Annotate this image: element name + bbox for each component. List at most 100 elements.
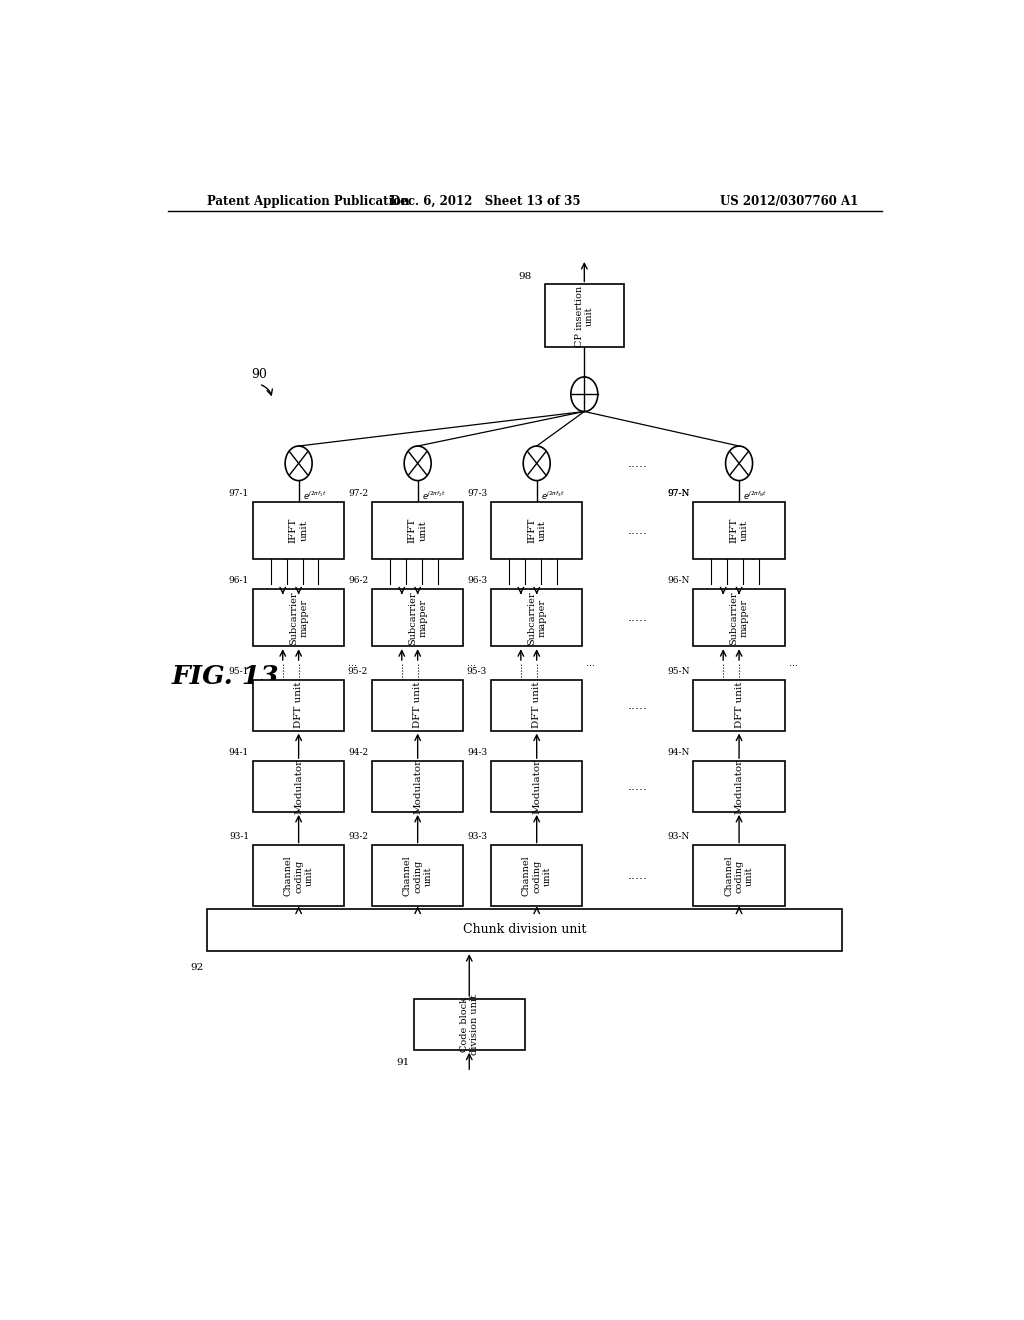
Text: 0: 0 [539, 590, 543, 598]
Text: .....: ..... [628, 870, 648, 883]
Text: $e^{j2\pi f_1 t}$: $e^{j2\pi f_1 t}$ [303, 490, 327, 502]
Text: 96-2: 96-2 [348, 577, 368, 585]
Text: 96-1: 96-1 [228, 577, 249, 585]
Text: Patent Application Publication: Patent Application Publication [207, 194, 410, 207]
Text: 0: 0 [403, 590, 408, 598]
Text: 0: 0 [300, 590, 305, 598]
Text: IFFT
unit: IFFT unit [527, 517, 547, 543]
Text: 96-3: 96-3 [467, 577, 487, 585]
Bar [372, 680, 463, 731]
Text: 95-1: 95-1 [228, 667, 249, 676]
Bar [414, 999, 524, 1049]
Text: 94-2: 94-2 [348, 748, 368, 758]
Text: .....: ..... [628, 698, 648, 711]
Text: 0: 0 [388, 590, 392, 598]
Bar [253, 502, 344, 558]
Text: .....: ..... [628, 524, 648, 537]
Text: Channel
coding
unit: Channel coding unit [402, 855, 432, 896]
Text: 94-1: 94-1 [228, 748, 249, 758]
Text: Code block
division unit: Code block division unit [460, 994, 479, 1055]
Text: DFT unit: DFT unit [294, 682, 303, 729]
Text: IFFT
unit: IFFT unit [729, 517, 749, 543]
Bar [372, 846, 463, 907]
Text: Channel
coding
unit: Channel coding unit [724, 855, 754, 896]
Text: 0: 0 [740, 590, 745, 598]
Text: 94-N: 94-N [667, 748, 689, 758]
Text: 0: 0 [285, 590, 289, 598]
Text: 97-N: 97-N [667, 488, 689, 498]
Text: 90: 90 [251, 368, 267, 381]
Bar [693, 846, 784, 907]
Text: .....: ..... [628, 457, 648, 470]
Bar [253, 680, 344, 731]
Text: DFT unit: DFT unit [413, 682, 422, 729]
Bar [253, 762, 344, 812]
Bar [693, 680, 784, 731]
Bar [492, 846, 583, 907]
Text: $e^{j2\pi f_2 t}$: $e^{j2\pi f_2 t}$ [422, 490, 445, 502]
Text: Subcarrier
mapper: Subcarrier mapper [729, 591, 749, 644]
Bar [492, 589, 583, 647]
Text: Modulator: Modulator [413, 759, 422, 814]
Text: Channel
coding
unit: Channel coding unit [522, 855, 552, 896]
Text: Subcarrier
mapper: Subcarrier mapper [527, 591, 547, 644]
Bar [693, 762, 784, 812]
Bar [492, 680, 583, 731]
Text: Modulator: Modulator [532, 759, 542, 814]
Text: DFT unit: DFT unit [532, 682, 542, 729]
Text: IFFT
unit: IFFT unit [289, 517, 308, 543]
Text: ...: ... [348, 659, 357, 668]
Text: DFT unit: DFT unit [734, 682, 743, 729]
Text: Chunk division unit: Chunk division unit [463, 924, 587, 936]
Text: ...: ... [788, 659, 798, 668]
Bar [492, 762, 583, 812]
Text: $e^{j2\pi f_N t}$: $e^{j2\pi f_N t}$ [743, 490, 767, 502]
Bar [545, 284, 624, 347]
Text: ...: ... [467, 659, 476, 668]
Text: 0: 0 [316, 590, 321, 598]
Text: IFFT
unit: IFFT unit [408, 517, 427, 543]
Bar [207, 908, 843, 952]
Text: Modulator: Modulator [734, 759, 743, 814]
Text: 93-2: 93-2 [348, 833, 368, 841]
Text: 0: 0 [507, 590, 511, 598]
Text: 0: 0 [709, 590, 714, 598]
Bar [253, 589, 344, 647]
Text: CP insertion
unit: CP insertion unit [574, 285, 594, 347]
Bar [492, 502, 583, 558]
Bar [372, 589, 463, 647]
Text: Subcarrier
mapper: Subcarrier mapper [289, 591, 308, 644]
Text: 93-3: 93-3 [467, 833, 487, 841]
Text: 93-1: 93-1 [229, 833, 249, 841]
Text: 0: 0 [268, 590, 273, 598]
Text: 0: 0 [522, 590, 527, 598]
Text: US 2012/0307760 A1: US 2012/0307760 A1 [720, 194, 858, 207]
Text: 93-N: 93-N [668, 833, 689, 841]
Text: 94-3: 94-3 [467, 748, 487, 758]
Text: 0: 0 [554, 590, 559, 598]
Text: 0: 0 [435, 590, 439, 598]
Text: 0: 0 [757, 590, 761, 598]
Text: 92: 92 [190, 964, 204, 973]
Text: ...: ... [587, 659, 595, 668]
Text: .....: ..... [628, 780, 648, 793]
Bar [372, 762, 463, 812]
Bar [693, 502, 784, 558]
Text: 95-N: 95-N [667, 667, 689, 676]
Text: 0: 0 [725, 590, 729, 598]
Text: 97-N: 97-N [667, 488, 689, 498]
Text: 97-3: 97-3 [467, 488, 487, 498]
Text: 97-2: 97-2 [348, 488, 368, 498]
Bar [372, 502, 463, 558]
Text: Dec. 6, 2012   Sheet 13 of 35: Dec. 6, 2012 Sheet 13 of 35 [390, 194, 581, 207]
Bar [693, 589, 784, 647]
Text: Channel
coding
unit: Channel coding unit [284, 855, 313, 896]
Text: Subcarrier
mapper: Subcarrier mapper [408, 591, 427, 644]
Text: 97-1: 97-1 [228, 488, 249, 498]
Text: $e^{j2\pi f_3 t}$: $e^{j2\pi f_3 t}$ [541, 490, 564, 502]
Bar [253, 846, 344, 907]
Text: .....: ..... [628, 611, 648, 624]
Text: 95-3: 95-3 [467, 667, 487, 676]
Text: 98: 98 [518, 272, 531, 281]
Text: 95-2: 95-2 [348, 667, 368, 676]
